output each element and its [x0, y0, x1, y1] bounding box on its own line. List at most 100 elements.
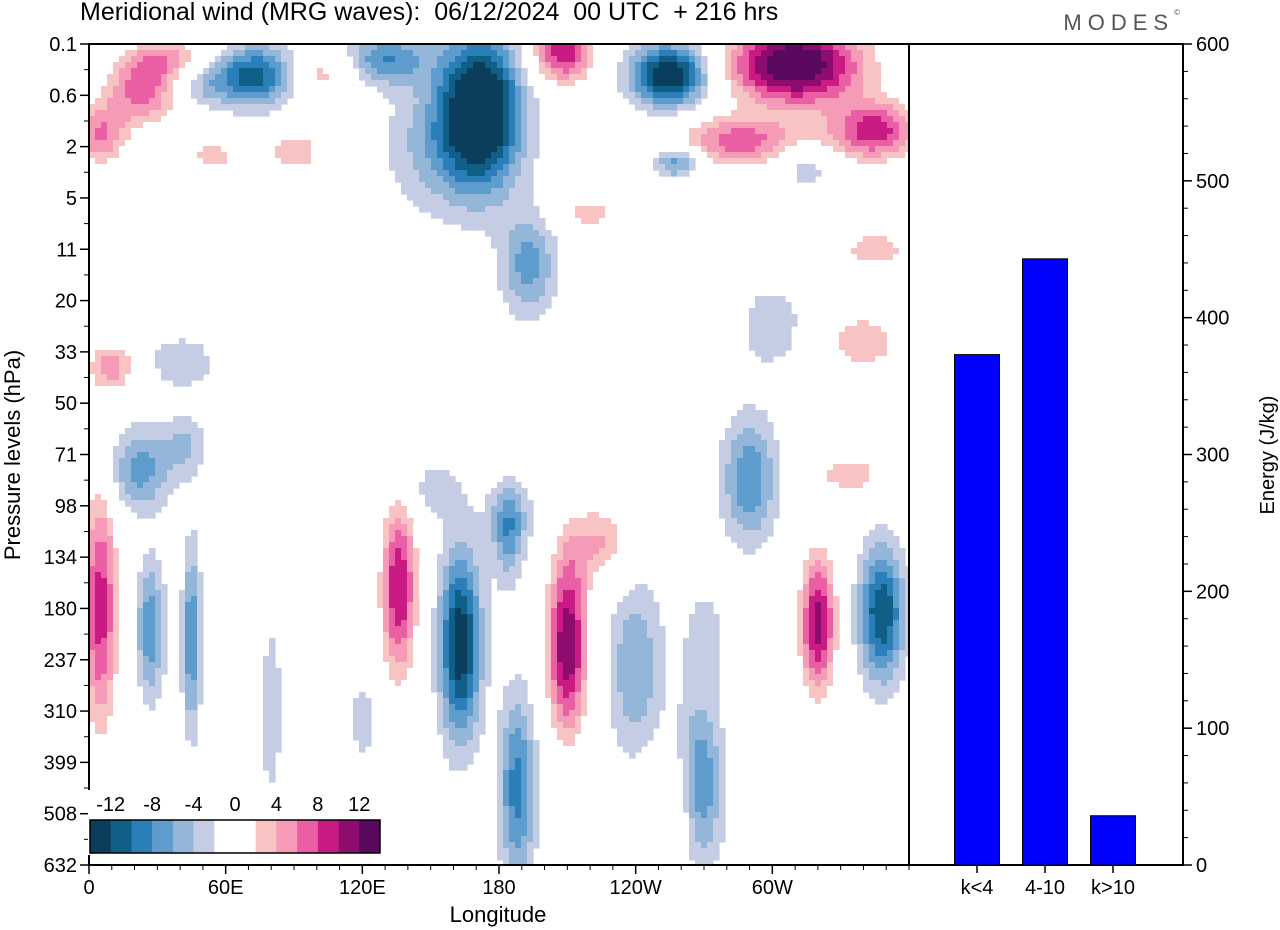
contour-cell [239, 56, 246, 63]
contour-cell [461, 566, 468, 573]
contour-cell [737, 500, 744, 507]
contour-cell [155, 668, 162, 675]
contour-cell [89, 740, 96, 747]
contour-cell [611, 530, 618, 537]
contour-cell [455, 644, 462, 651]
contour-cell [689, 74, 696, 81]
contour-cell [497, 710, 504, 717]
contour-cell [143, 572, 150, 579]
contour-cell [743, 80, 750, 87]
contour-cell [635, 728, 642, 735]
contour-cell [647, 614, 654, 621]
contour-cell [707, 710, 714, 717]
contour-cell [155, 638, 162, 645]
contour-cell [101, 578, 108, 585]
contour-cell [161, 368, 168, 375]
contour-cell [227, 92, 234, 99]
contour-cell [695, 716, 702, 723]
contour-cell [521, 686, 528, 693]
contour-cell [407, 164, 414, 171]
contour-cell [515, 824, 522, 831]
contour-cell [557, 608, 564, 615]
contour-cell [293, 446, 300, 453]
contour-cell [719, 152, 726, 159]
contour-cell [683, 44, 690, 51]
contour-cell [203, 158, 210, 165]
contour-cell [635, 716, 642, 723]
contour-cell [689, 848, 696, 855]
contour-cell [473, 86, 480, 93]
contour-cell [389, 542, 396, 549]
contour-cell [503, 242, 510, 249]
contour-cell [191, 344, 198, 351]
contour-cell [437, 158, 444, 165]
contour-cell [725, 62, 732, 69]
contour-cell [215, 146, 222, 153]
contour-cell [161, 356, 168, 363]
contour-cell [173, 98, 180, 105]
contour-cell [653, 686, 660, 693]
contour-cell [713, 650, 720, 657]
contour-cell [389, 554, 396, 561]
contour-cell [749, 506, 756, 513]
contour-cell [311, 74, 318, 81]
contour-cell [161, 68, 168, 75]
contour-cell [593, 578, 600, 585]
contour-cell [269, 758, 276, 765]
contour-cell [503, 50, 510, 57]
contour-cell [653, 74, 660, 81]
contour-cell [641, 80, 648, 87]
contour-cell [239, 98, 246, 105]
contour-cell [527, 116, 534, 123]
contour-cell [377, 656, 384, 663]
contour-cell [461, 98, 468, 105]
contour-cell [419, 116, 426, 123]
contour-cell [395, 536, 402, 543]
contour-cell [659, 818, 666, 825]
contour-cell [521, 746, 528, 753]
contour-cell [557, 626, 564, 633]
contour-cell [563, 758, 570, 765]
contour-cell [473, 740, 480, 747]
contour-cell [629, 734, 636, 741]
contour-cell [191, 668, 198, 675]
contour-cell [467, 188, 474, 195]
contour-cell [695, 92, 702, 99]
contour-cell [353, 698, 360, 705]
contour-cell [653, 50, 660, 57]
contour-cell [725, 116, 732, 123]
contour-cell [659, 836, 666, 843]
contour-cell [611, 686, 618, 693]
contour-cell [101, 674, 108, 681]
contour-cell [317, 770, 324, 777]
contour-cell [437, 476, 444, 483]
contour-cell [599, 560, 606, 567]
contour-cell [473, 614, 480, 621]
contour-cell [455, 608, 462, 615]
contour-cell [731, 116, 738, 123]
contour-cell [701, 818, 708, 825]
contour-cell [689, 842, 696, 849]
contour-cell [623, 536, 630, 543]
contour-cell [641, 104, 648, 111]
contour-cell [431, 620, 438, 627]
contour-cell [287, 62, 294, 69]
contour-cell [437, 494, 444, 501]
contour-cell [95, 686, 102, 693]
contour-cell [449, 578, 456, 585]
contour-cell [695, 854, 702, 861]
contour-cell [467, 62, 474, 69]
contour-cell [725, 50, 732, 57]
contour-cell [755, 338, 762, 345]
contour-cell [221, 86, 228, 93]
contour-cell [197, 608, 204, 615]
contour-cell [449, 686, 456, 693]
contour-cell [509, 824, 516, 831]
contour-cell [515, 830, 522, 837]
contour-cell [407, 128, 414, 135]
contour-cell [167, 464, 174, 471]
contour-cell [599, 548, 606, 555]
contour-cell [155, 614, 162, 621]
contour-cell [731, 74, 738, 81]
contour-cell [179, 338, 186, 345]
